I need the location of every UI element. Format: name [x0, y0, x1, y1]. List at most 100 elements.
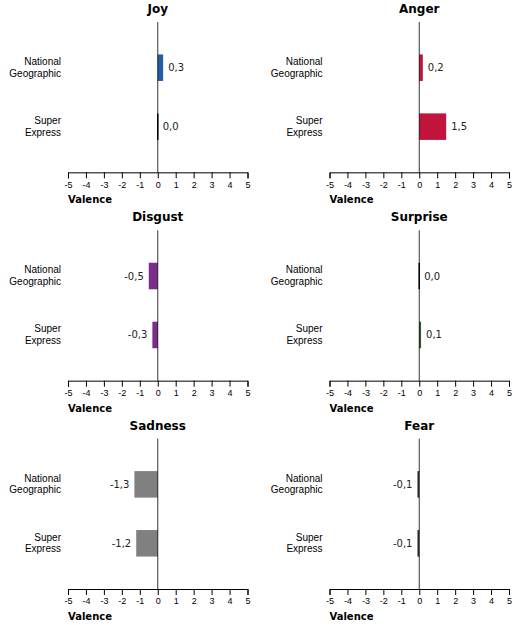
tick: 4 [489, 172, 494, 189]
chart-root: -5-4-3-2-1012345NationalGeographicSuperE… [0, 0, 523, 625]
tick: 1 [435, 172, 440, 189]
tick-mark [455, 381, 456, 387]
tick-label: 3 [210, 388, 215, 398]
tick: 5 [507, 589, 512, 606]
tick-label: SuperExpress [286, 532, 323, 555]
axis-line [69, 173, 249, 179]
tick-mark [347, 589, 348, 595]
y-axis: NationalGeographicSuperExpress [9, 473, 61, 554]
tick: -1 [398, 589, 406, 606]
tick: 5 [245, 381, 250, 398]
zero-line [157, 22, 158, 172]
tick-mark [122, 381, 123, 387]
tick-label: NationalGeographic [271, 264, 323, 287]
tick-mark [248, 381, 249, 387]
tick-label: -1 [398, 596, 406, 606]
tick-label: 3 [471, 596, 476, 606]
bar [158, 54, 163, 81]
tick-mark [86, 589, 87, 595]
tick: 2 [453, 172, 458, 189]
tick-mark [383, 381, 384, 387]
tick-label: -3 [100, 180, 108, 190]
tick-mark [455, 172, 456, 178]
tick-mark [86, 381, 87, 387]
tick-label: SuperExpress [286, 323, 323, 346]
tick-label-line: Super [296, 532, 323, 543]
tick-mark [491, 381, 492, 387]
tick-label: -5 [64, 180, 72, 190]
tick: SuperExpress [286, 323, 323, 346]
tick-label: -2 [380, 388, 388, 398]
tick-label: -2 [118, 388, 126, 398]
tick-mark [383, 589, 384, 595]
bar [152, 322, 157, 349]
x-axis-label: Valence [330, 403, 374, 414]
tick: -4 [82, 381, 90, 398]
tick-label: -2 [380, 596, 388, 606]
zero-line [419, 439, 420, 589]
zero-line [157, 230, 158, 380]
tick-mark [491, 172, 492, 178]
tick-label: 1 [174, 596, 179, 606]
tick-label: -4 [344, 596, 352, 606]
tick-mark [212, 381, 213, 387]
zero-line [419, 22, 420, 172]
tick-label: -4 [82, 388, 90, 398]
tick: SuperExpress [25, 532, 62, 555]
tick-label: 1 [435, 596, 440, 606]
tick-label: -3 [362, 388, 370, 398]
tick-label: SuperExpress [286, 115, 323, 137]
tick-label-line: Super [34, 323, 61, 334]
tick: 5 [245, 589, 250, 606]
tick-label: NationalGeographic [271, 56, 323, 79]
tick-label: -5 [326, 596, 334, 606]
tick-label-line: Express [25, 335, 61, 346]
tick-label-line: Geographic [9, 276, 61, 287]
bar [419, 54, 423, 81]
tick-mark [491, 589, 492, 595]
tick: -3 [362, 589, 370, 606]
tick-mark [194, 589, 195, 595]
tick-label: 3 [471, 180, 476, 190]
tick-label: -1 [136, 388, 144, 398]
data-label: 0,0 [424, 271, 440, 282]
tick-label: 5 [245, 596, 250, 606]
panel: -5-4-3-2-1012345NationalGeographicSuperE… [9, 210, 250, 413]
x-axis-label: Valence [68, 194, 112, 205]
tick: 2 [192, 381, 197, 398]
tick-mark [158, 172, 159, 178]
tick-label: SuperExpress [25, 115, 62, 137]
y-axis: NationalGeographicSuperExpress [271, 473, 323, 554]
tick-mark [122, 172, 123, 178]
y-axis: NationalGeographicSuperExpress [9, 264, 61, 345]
tick-mark [230, 589, 231, 595]
tick-mark [473, 381, 474, 387]
tick: 1 [174, 381, 179, 398]
tick: 4 [228, 381, 233, 398]
tick: 0 [156, 589, 161, 606]
tick-label: -2 [118, 596, 126, 606]
data-label: -0,1 [393, 538, 413, 549]
tick-label: SuperExpress [25, 532, 62, 555]
value-labels: 0,00,1 [424, 271, 442, 341]
tick: 3 [210, 381, 215, 398]
tick-label-line: Super [296, 323, 323, 334]
tick-label: 1 [435, 388, 440, 398]
tick-label: -5 [326, 388, 334, 398]
tick-label: -5 [64, 596, 72, 606]
tick: -3 [100, 381, 108, 398]
tick-mark [248, 172, 249, 178]
tick-mark [419, 172, 420, 178]
x-axis-label: Valence [330, 611, 374, 622]
axis-line [69, 381, 249, 387]
tick: 0 [417, 172, 422, 189]
tick: 4 [228, 589, 233, 606]
tick: -1 [136, 589, 144, 606]
tick-label-line: Geographic [271, 276, 323, 287]
tick: -2 [118, 589, 126, 606]
tick-mark [230, 381, 231, 387]
tick-mark [158, 589, 159, 595]
tick-label: 5 [245, 180, 250, 190]
tick-label: 1 [174, 180, 179, 190]
tick-mark [383, 172, 384, 178]
